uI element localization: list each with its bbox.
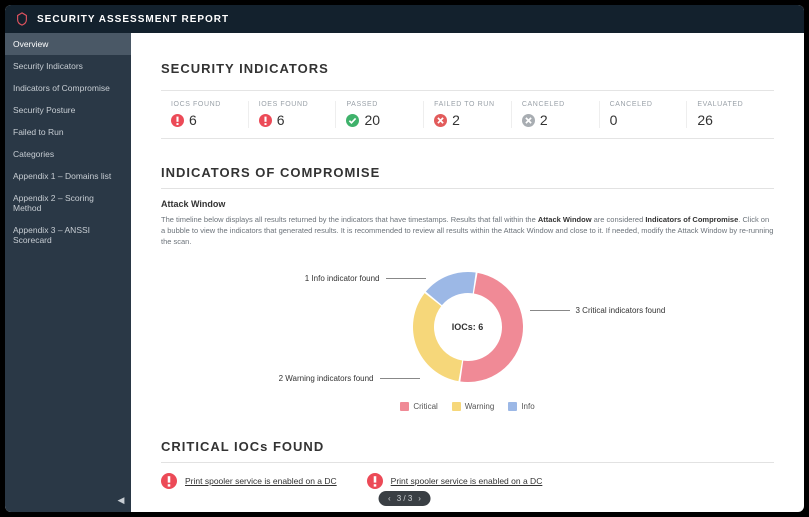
metrics-row: IOCs FOUND6IOEs FOUND6PASSED20FAILED TO … — [161, 90, 774, 139]
main-content: SECURITY INDICATORS IOCs FOUND6IOEs FOUN… — [131, 33, 804, 512]
text: The timeline below displays all results … — [161, 215, 538, 224]
alert-icon — [161, 473, 177, 489]
text-bold: Indicators of Compromise — [645, 215, 738, 224]
status-icon — [434, 114, 447, 127]
chart-callout: 1 Info indicator found — [305, 274, 426, 283]
page-badge[interactable]: ‹ 3 / 3 › — [378, 491, 431, 506]
metric-label: IOEs FOUND — [259, 101, 326, 108]
sidebar-item[interactable]: Appendix 2 – Scoring Method — [5, 187, 131, 219]
page-indicator: 3 / 3 — [397, 494, 413, 503]
legend-swatch — [452, 402, 461, 411]
topbar-title: SECURITY ASSESSMENT REPORT — [37, 14, 229, 25]
legend-swatch — [400, 402, 409, 411]
metric: EVALUATED 26 — [687, 101, 774, 128]
status-icon — [522, 114, 535, 127]
ioc-description: The timeline below displays all results … — [161, 215, 774, 248]
metric-value: 2 — [452, 112, 460, 128]
ioc-subhead: Attack Window — [161, 199, 774, 209]
status-icon — [346, 114, 359, 127]
chevron-left-icon[interactable]: ‹ — [388, 494, 391, 503]
legend-item: Critical — [400, 402, 437, 411]
metric-label: PASSED — [346, 101, 413, 108]
legend-swatch — [508, 402, 517, 411]
donut-chart-wrap: IOCs: 6 3 Critical indicators found2 War… — [161, 262, 774, 392]
divider — [161, 462, 774, 463]
legend-item: Warning — [452, 402, 495, 411]
metric-label: FAILED TO RUN — [434, 101, 501, 108]
chevron-right-icon[interactable]: › — [418, 494, 421, 503]
ioc-item-label: Print spooler service is enabled on a DC — [391, 476, 543, 486]
sidebar-item[interactable]: Security Indicators — [5, 55, 131, 77]
metric-value: 2 — [540, 112, 548, 128]
critical-ioc-item[interactable]: Print spooler service is enabled on a DC — [161, 473, 337, 489]
topbar: SECURITY ASSESSMENT REPORT — [5, 5, 804, 33]
legend-item: Info — [508, 402, 534, 411]
section-title-ioc: INDICATORS OF COMPROMISE — [161, 165, 774, 180]
sidebar-item[interactable]: Overview — [5, 33, 131, 55]
section-title-security-indicators: SECURITY INDICATORS — [161, 61, 774, 76]
critical-ioc-item[interactable]: Print spooler service is enabled on a DC — [367, 473, 543, 489]
metric: IOCs FOUND 6 — [161, 101, 249, 128]
body: OverviewSecurity IndicatorsIndicators of… — [5, 33, 804, 512]
window-inner: SECURITY ASSESSMENT REPORT OverviewSecur… — [5, 5, 804, 512]
metric-label: EVALUATED — [697, 101, 764, 108]
ioc-item-label: Print spooler service is enabled on a DC — [185, 476, 337, 486]
sidebar-item[interactable]: Security Posture — [5, 99, 131, 121]
sidebar-collapse-button[interactable]: ◀ — [115, 494, 127, 506]
critical-ioc-list: Print spooler service is enabled on a DC… — [161, 473, 774, 489]
chart-legend: Critical Warning Info — [161, 402, 774, 411]
alert-icon — [367, 473, 383, 489]
text-bold: Attack Window — [538, 215, 592, 224]
metric-value: 20 — [364, 112, 380, 128]
metric-value: 6 — [277, 112, 285, 128]
metric: CANCELED 0 — [600, 101, 688, 128]
sidebar-item[interactable]: Appendix 3 – ANSSI Scorecard — [5, 219, 131, 251]
chart-callout: 3 Critical indicators found — [530, 306, 666, 315]
window-frame: SECURITY ASSESSMENT REPORT OverviewSecur… — [0, 0, 809, 517]
metric-value: 0 — [610, 112, 618, 128]
text: are considered — [592, 215, 646, 224]
sidebar-item[interactable]: Appendix 1 – Domains list — [5, 165, 131, 187]
metric: PASSED 20 — [336, 101, 424, 128]
metric-label: CANCELED — [522, 101, 589, 108]
divider — [161, 188, 774, 189]
chart-callout: 2 Warning indicators found — [279, 374, 420, 383]
metric-label: CANCELED — [610, 101, 677, 108]
metric: FAILED TO RUN 2 — [424, 101, 512, 128]
brand-logo-icon — [15, 12, 29, 26]
sidebar-item[interactable]: Categories — [5, 143, 131, 165]
status-icon — [259, 114, 272, 127]
metric-value: 6 — [189, 112, 197, 128]
metric: CANCELED 2 — [512, 101, 600, 128]
metric-value: 26 — [697, 112, 713, 128]
sidebar: OverviewSecurity IndicatorsIndicators of… — [5, 33, 131, 512]
metric-label: IOCs FOUND — [171, 101, 238, 108]
section-title-critical-iocs: CRITICAL IOCs FOUND — [161, 439, 774, 454]
sidebar-item[interactable]: Indicators of Compromise — [5, 77, 131, 99]
status-icon — [171, 114, 184, 127]
metric: IOEs FOUND 6 — [249, 101, 337, 128]
sidebar-item[interactable]: Failed to Run — [5, 121, 131, 143]
